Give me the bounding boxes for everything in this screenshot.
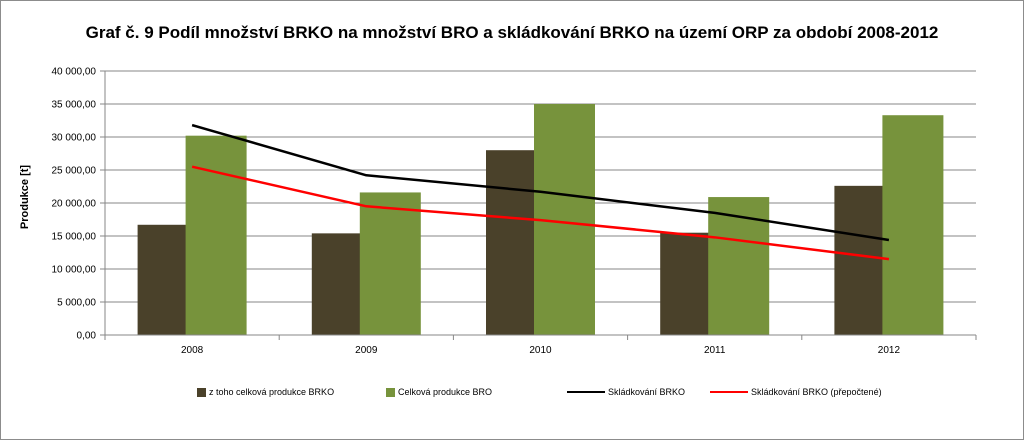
- lines: [191, 123, 890, 261]
- line-skladkovani-brko-prepoctene: [191, 165, 890, 261]
- chart-title: Graf č. 9 Podíl množství BRKO na množstv…: [85, 23, 939, 42]
- y-tick-label: 35 000,00: [52, 100, 97, 111]
- y-tick-label: 30 000,00: [52, 133, 97, 144]
- y-tick-label: 20 000,00: [52, 199, 97, 210]
- legend-swatch: [710, 391, 748, 393]
- legend-label: z toho celková produkce BRKO: [209, 387, 335, 397]
- x-tick-labels: 2008 2009 2010 2011 2012: [181, 345, 900, 356]
- legend: z toho celková produkce BRKO Celková prod…: [1, 382, 1023, 402]
- legend-label: Celková produkce BRO: [398, 387, 493, 397]
- x-tick-label: 2012: [878, 345, 901, 356]
- x-tick-label: 2011: [704, 345, 726, 356]
- axes: [104, 71, 977, 340]
- y-tick-label: 25 000,00: [52, 166, 97, 177]
- y-tick-label: 10 000,00: [52, 265, 97, 276]
- y-tick-label: 0,00: [77, 331, 97, 342]
- bar-bro-2012: [882, 115, 944, 335]
- bar-bro-2008: [185, 135, 247, 335]
- legend-label: Skládkování BRKO: [608, 387, 686, 397]
- x-tick-label: 2008: [181, 345, 204, 356]
- legend-swatch: [567, 391, 605, 393]
- legend-item: Skládkování BRKO (přepočtené): [710, 382, 882, 402]
- y-tick-label: 15 000,00: [52, 232, 97, 243]
- legend-item: z toho celková produkce BRKO: [197, 382, 334, 402]
- x-tick-label: 2009: [355, 345, 378, 356]
- legend-label: Skládkování BRKO (přepočtené): [751, 387, 882, 397]
- line-skladkovani-brko: [191, 123, 890, 242]
- legend-item: Celková produkce BRO: [386, 382, 492, 402]
- x-tick-label: 2010: [529, 345, 552, 356]
- legend-swatch: [197, 387, 206, 397]
- y-tick-label: 40 000,00: [52, 67, 97, 78]
- bar-bro-2009: [359, 192, 421, 335]
- legend-item: Skládkování BRKO: [567, 382, 685, 402]
- y-tick-label: 5 000,00: [57, 298, 96, 309]
- legend-swatch: [386, 387, 395, 397]
- bars: [137, 104, 944, 335]
- y-tick-labels: 0,00 5 000,00 10 000,00 15 000,00 20 000,00 2…: [52, 67, 97, 342]
